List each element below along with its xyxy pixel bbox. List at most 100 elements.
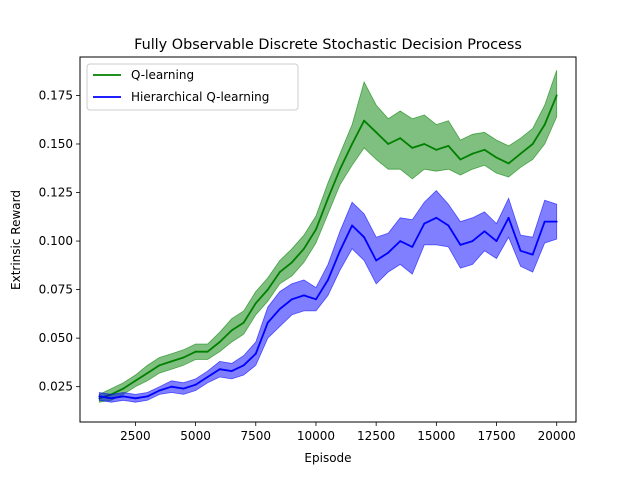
point-q-learning-24: [387, 143, 390, 145]
x-tick-label-15000: 15000: [417, 429, 455, 443]
point-q-learning-25: [399, 137, 402, 140]
x-tick-label-20000: 20000: [538, 429, 576, 443]
point-q-learning-35: [519, 152, 522, 155]
y-tick-label-0: 0.025: [39, 380, 73, 394]
y-tick-label-1: 0.050: [39, 331, 73, 345]
point-q-learning-32: [483, 148, 486, 151]
point-hierarchical-q-learning-18: [315, 298, 317, 301]
point-hierarchical-q-learning-2: [122, 395, 125, 398]
point-q-learning-15: [278, 271, 281, 273]
axes-frame: [79, 56, 577, 423]
y-tick-label-5: 0.150: [39, 137, 73, 151]
x-tick-label-17500: 17500: [477, 429, 515, 443]
y-tick-label-2: 0.075: [39, 283, 73, 297]
x-tick-label-7500: 7500: [240, 429, 271, 443]
point-hierarchical-q-learning-21: [351, 224, 353, 227]
point-q-learning-9: [206, 350, 209, 353]
point-hierarchical-q-learning-24: [387, 251, 390, 254]
point-hierarchical-q-learning-4: [146, 395, 149, 398]
point-hierarchical-q-learning-9: [206, 376, 209, 378]
point-hierarchical-q-learning-29: [447, 224, 450, 227]
point-hierarchical-q-learning-35: [519, 249, 522, 252]
point-q-learning-16: [291, 261, 293, 264]
point-q-learning-11: [230, 329, 233, 332]
x-tick-label-12500: 12500: [357, 429, 395, 443]
point-hierarchical-q-learning-17: [303, 294, 305, 297]
point-hierarchical-q-learning-38: [555, 220, 558, 223]
chart-title: Fully Observable Discrete Stochastic Dec…: [134, 37, 522, 53]
point-q-learning-6: [170, 360, 173, 363]
point-hierarchical-q-learning-26: [411, 246, 414, 248]
point-hierarchical-q-learning-27: [423, 222, 426, 225]
point-q-learning-3: [134, 379, 137, 382]
x-tick-label-5000: 5000: [180, 429, 211, 443]
point-hierarchical-q-learning-22: [363, 236, 365, 239]
x-tick-label-2500: 2500: [120, 429, 151, 443]
point-q-learning-31: [471, 152, 474, 155]
point-hierarchical-q-learning-28: [435, 216, 438, 219]
point-hierarchical-q-learning-1: [110, 397, 113, 400]
point-hierarchical-q-learning-30: [459, 244, 462, 246]
point-hierarchical-q-learning-32: [483, 230, 486, 233]
point-hierarchical-q-learning-13: [254, 352, 257, 355]
point-hierarchical-q-learning-14: [266, 321, 269, 324]
x-axis: 2500 5000 7500 10000 12500 15000 17500 20000: [120, 422, 576, 443]
x-tick-label-10000: 10000: [297, 429, 335, 443]
y-tick-label-3: 0.100: [39, 234, 73, 248]
point-q-learning-19: [327, 197, 329, 200]
point-q-learning-27: [423, 143, 426, 145]
plot-area: [98, 70, 558, 403]
point-q-learning-22: [363, 119, 365, 122]
point-hierarchical-q-learning-15: [278, 308, 281, 310]
point-hierarchical-q-learning-25: [399, 240, 402, 243]
point-q-learning-26: [411, 147, 414, 149]
point-hierarchical-q-learning-5: [158, 389, 161, 392]
point-q-learning-34: [507, 162, 510, 165]
band-q-learning: [98, 70, 558, 403]
point-hierarchical-q-learning-6: [170, 385, 173, 388]
point-q-learning-5: [158, 364, 161, 367]
point-q-learning-28: [435, 148, 438, 151]
point-q-learning-8: [194, 350, 197, 353]
point-q-learning-2: [122, 387, 125, 390]
point-q-learning-21: [351, 143, 353, 145]
point-hierarchical-q-learning-20: [339, 249, 341, 252]
point-hierarchical-q-learning-0: [98, 395, 101, 398]
point-q-learning-10: [218, 341, 221, 343]
legend-label-q-learning: Q-learning: [131, 68, 194, 82]
band-hierarchical-q-learning: [98, 190, 558, 403]
point-hierarchical-q-learning-10: [218, 368, 221, 371]
point-q-learning-38: [555, 94, 558, 97]
point-q-learning-20: [339, 168, 341, 171]
point-hierarchical-q-learning-34: [507, 216, 510, 219]
point-hierarchical-q-learning-33: [495, 240, 498, 243]
legend: Q-learning Hierarchical Q-learning: [86, 63, 299, 111]
y-tick-label-6: 0.175: [39, 88, 73, 102]
point-q-learning-13: [254, 302, 257, 305]
y-axis: 0.025 0.050 0.075 0.100 0.125 0.150 0.175: [39, 88, 80, 394]
y-tick-label-4: 0.125: [39, 186, 73, 200]
legend-box: [86, 63, 299, 111]
point-q-learning-29: [447, 145, 450, 147]
legend-label-hierarchical-q-learning: Hierarchical Q-learning: [131, 90, 269, 104]
point-q-learning-18: [315, 228, 317, 231]
point-hierarchical-q-learning-31: [471, 240, 474, 243]
point-q-learning-37: [543, 123, 546, 126]
point-hierarchical-q-learning-11: [230, 370, 233, 372]
point-hierarchical-q-learning-3: [134, 397, 137, 400]
point-q-learning-33: [495, 156, 498, 159]
point-q-learning-36: [531, 143, 534, 145]
point-hierarchical-q-learning-12: [242, 364, 245, 367]
point-hierarchical-q-learning-16: [291, 298, 293, 301]
point-q-learning-30: [459, 158, 462, 161]
point-hierarchical-q-learning-19: [327, 279, 329, 281]
point-q-learning-7: [182, 356, 185, 359]
point-hierarchical-q-learning-37: [543, 220, 546, 223]
point-q-learning-17: [303, 247, 305, 250]
point-q-learning-23: [375, 131, 378, 134]
point-hierarchical-q-learning-8: [194, 383, 197, 386]
point-q-learning-12: [242, 321, 245, 324]
point-q-learning-4: [146, 372, 149, 374]
